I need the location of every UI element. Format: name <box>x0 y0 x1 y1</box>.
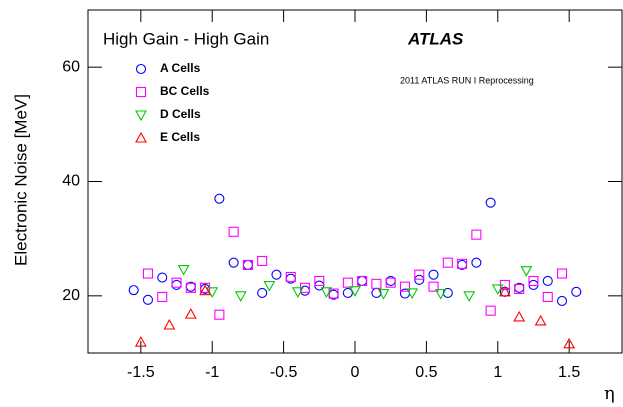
data-point <box>428 269 439 280</box>
data-point <box>199 284 212 296</box>
x-tick-label: 0 <box>351 364 360 381</box>
data-point <box>285 271 296 283</box>
data-point <box>177 264 190 276</box>
data-point <box>171 279 182 291</box>
legend-marker <box>135 86 147 98</box>
y-tick-label: 20 <box>62 287 80 304</box>
data-point <box>414 274 425 285</box>
data-point <box>242 259 253 271</box>
data-point <box>314 275 325 287</box>
data-point <box>263 280 276 292</box>
x-tick-label: 1 <box>493 364 502 381</box>
data-point <box>320 287 333 298</box>
data-point <box>157 272 168 283</box>
data-point <box>556 268 568 279</box>
legend-label: A Cells <box>160 61 201 75</box>
x-tick-label: -1 <box>205 364 219 381</box>
data-point <box>513 310 526 322</box>
x-tick-label: -1.5 <box>127 364 155 381</box>
data-point <box>528 275 539 287</box>
data-point <box>257 255 268 267</box>
chart-title: High Gain - High Gain <box>103 29 269 48</box>
experiment-label: ATLAS <box>407 29 464 48</box>
x-axis-label: η <box>604 383 615 404</box>
y-tick-label: 40 <box>62 173 80 190</box>
data-point <box>206 287 219 298</box>
data-point <box>498 285 511 297</box>
data-point <box>257 287 268 299</box>
legend-label: D Cells <box>160 107 201 121</box>
subtitle: 2011 ATLAS RUN I Reprocessing <box>400 75 534 85</box>
data-point <box>442 257 453 268</box>
legend-marker <box>135 131 147 143</box>
data-point <box>434 288 447 300</box>
data-point <box>371 278 382 289</box>
data-point <box>357 275 368 287</box>
data-point <box>228 226 239 237</box>
legend-label: E Cells <box>160 130 200 144</box>
data-point <box>228 257 239 268</box>
data-point <box>271 269 282 280</box>
data-point <box>377 288 390 300</box>
data-point <box>542 275 553 287</box>
data-point <box>157 291 168 303</box>
data-point <box>328 288 339 299</box>
data-point <box>242 259 253 271</box>
data-point <box>406 288 419 300</box>
data-point <box>214 309 225 320</box>
data-point <box>485 197 496 208</box>
data-point <box>471 229 482 240</box>
data-point <box>385 277 396 288</box>
data-point <box>234 291 247 302</box>
data-point <box>349 286 361 297</box>
x-tick-label: 0.5 <box>415 364 437 381</box>
data-point <box>163 318 176 330</box>
data-point <box>399 281 411 292</box>
data-point <box>142 268 154 279</box>
data-point <box>556 295 568 307</box>
data-point <box>542 291 553 303</box>
data-point <box>471 257 482 268</box>
data-point <box>171 277 182 288</box>
data-point <box>357 275 368 287</box>
data-point <box>457 258 468 269</box>
data-point <box>185 282 196 293</box>
x-tick-label: 1.5 <box>558 364 580 381</box>
data-point <box>214 193 225 204</box>
data-point <box>514 283 525 295</box>
data-point <box>571 286 582 297</box>
data-point <box>128 285 139 296</box>
data-point <box>142 294 154 305</box>
data-point <box>534 314 547 326</box>
data-point <box>291 287 304 298</box>
legend-label: BC Cells <box>160 84 210 98</box>
data-point <box>342 277 353 288</box>
data-point <box>134 336 147 347</box>
data-point <box>563 337 576 349</box>
data-point <box>491 284 504 296</box>
data-point <box>184 307 197 319</box>
data-point <box>485 305 496 316</box>
data-point <box>428 281 439 292</box>
data-point <box>463 291 476 302</box>
data-point <box>342 287 353 299</box>
y-tick-label: 60 <box>62 58 80 75</box>
y-axis-label: Electronic Noise [MeV] <box>11 94 30 266</box>
data-point <box>520 266 533 277</box>
legend-marker <box>135 63 147 75</box>
x-tick-label: -0.5 <box>270 364 298 381</box>
data-point <box>414 269 425 280</box>
legend-marker <box>135 110 147 122</box>
